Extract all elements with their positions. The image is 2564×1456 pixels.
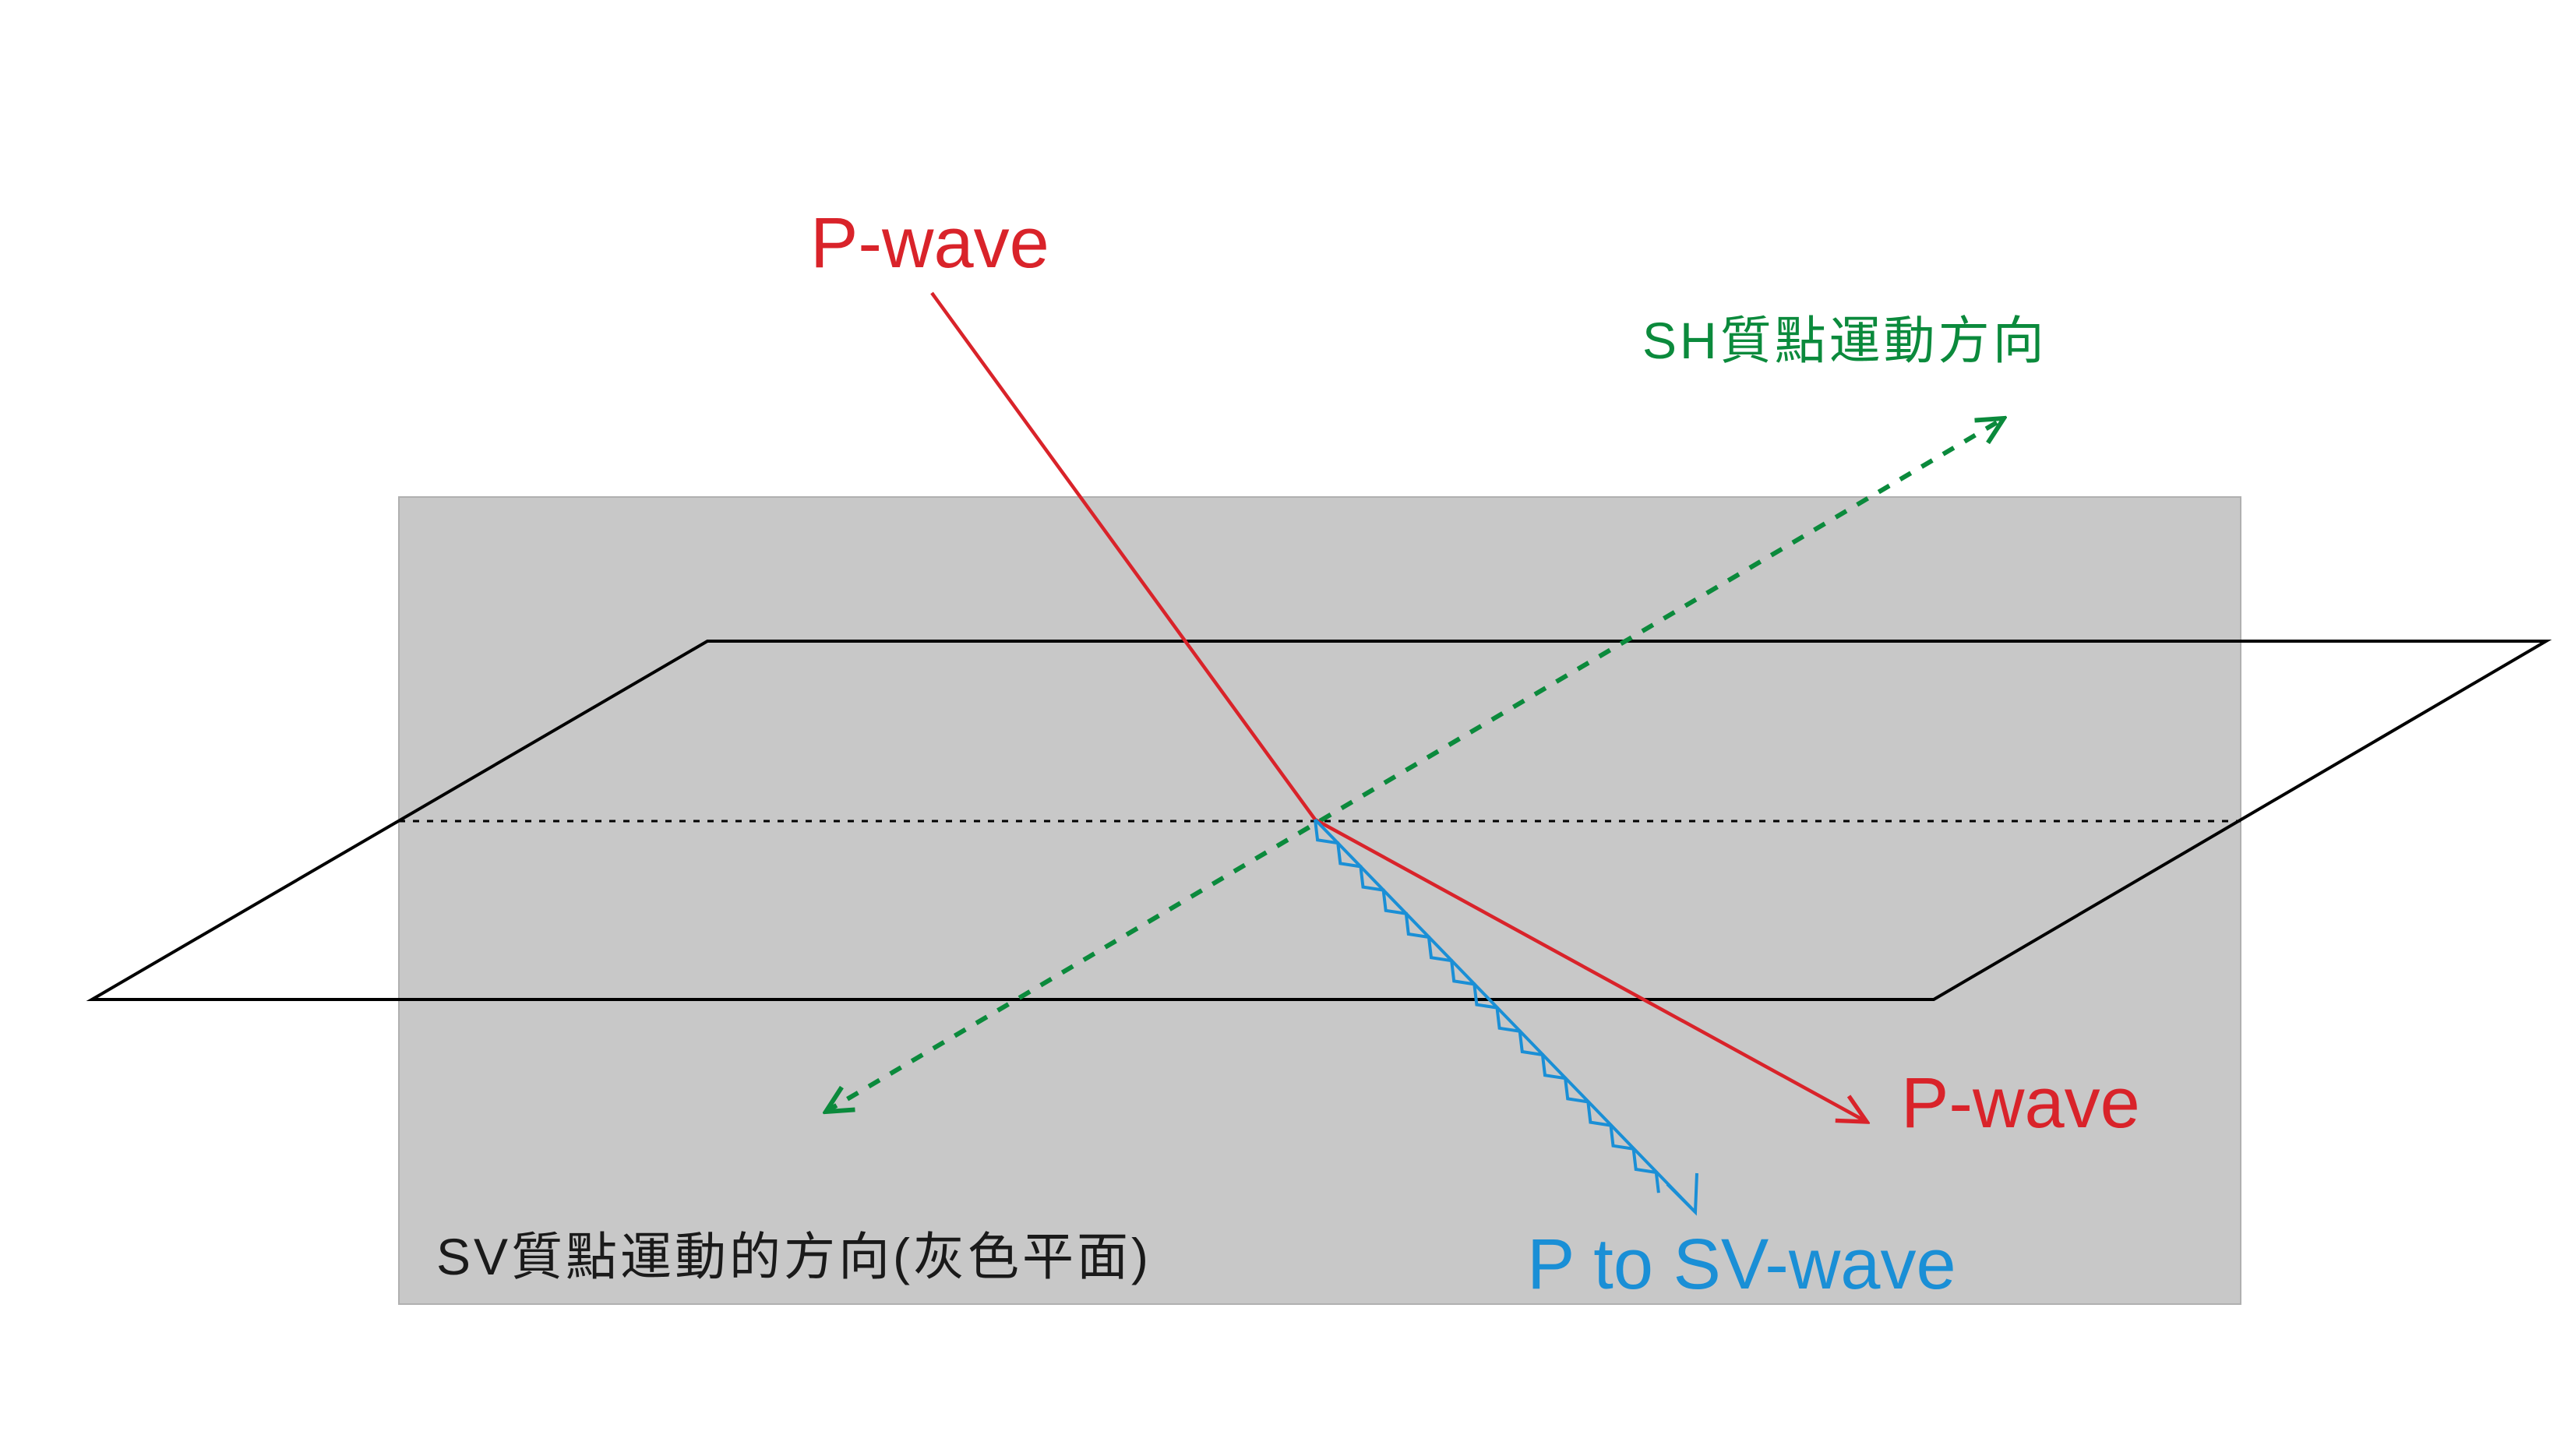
refracted-p-wave-label: P-wave	[1901, 1063, 2140, 1143]
sh-direction-arrow	[826, 418, 2004, 1112]
refracted-p-wave-ray	[1314, 818, 1867, 1122]
sv-wave-axis	[1314, 818, 1697, 1214]
sv-gray-plane	[398, 496, 2241, 1305]
p-to-sv-wave-ray	[1314, 818, 1698, 1216]
incident-p-wave-ray	[930, 291, 1317, 821]
sv-plane-label: SV質點運動的方向(灰色平面)	[436, 1228, 1152, 1285]
sv-wave-zigzag	[1314, 819, 1660, 1193]
sv-wave-arrowhead	[1666, 1172, 1698, 1216]
p-to-sv-wave-label: P to SV-wave	[1527, 1225, 1956, 1304]
sh-direction-label: SH質點運動方向	[1642, 312, 2047, 369]
incident-p-wave-label: P-wave	[810, 203, 1049, 283]
